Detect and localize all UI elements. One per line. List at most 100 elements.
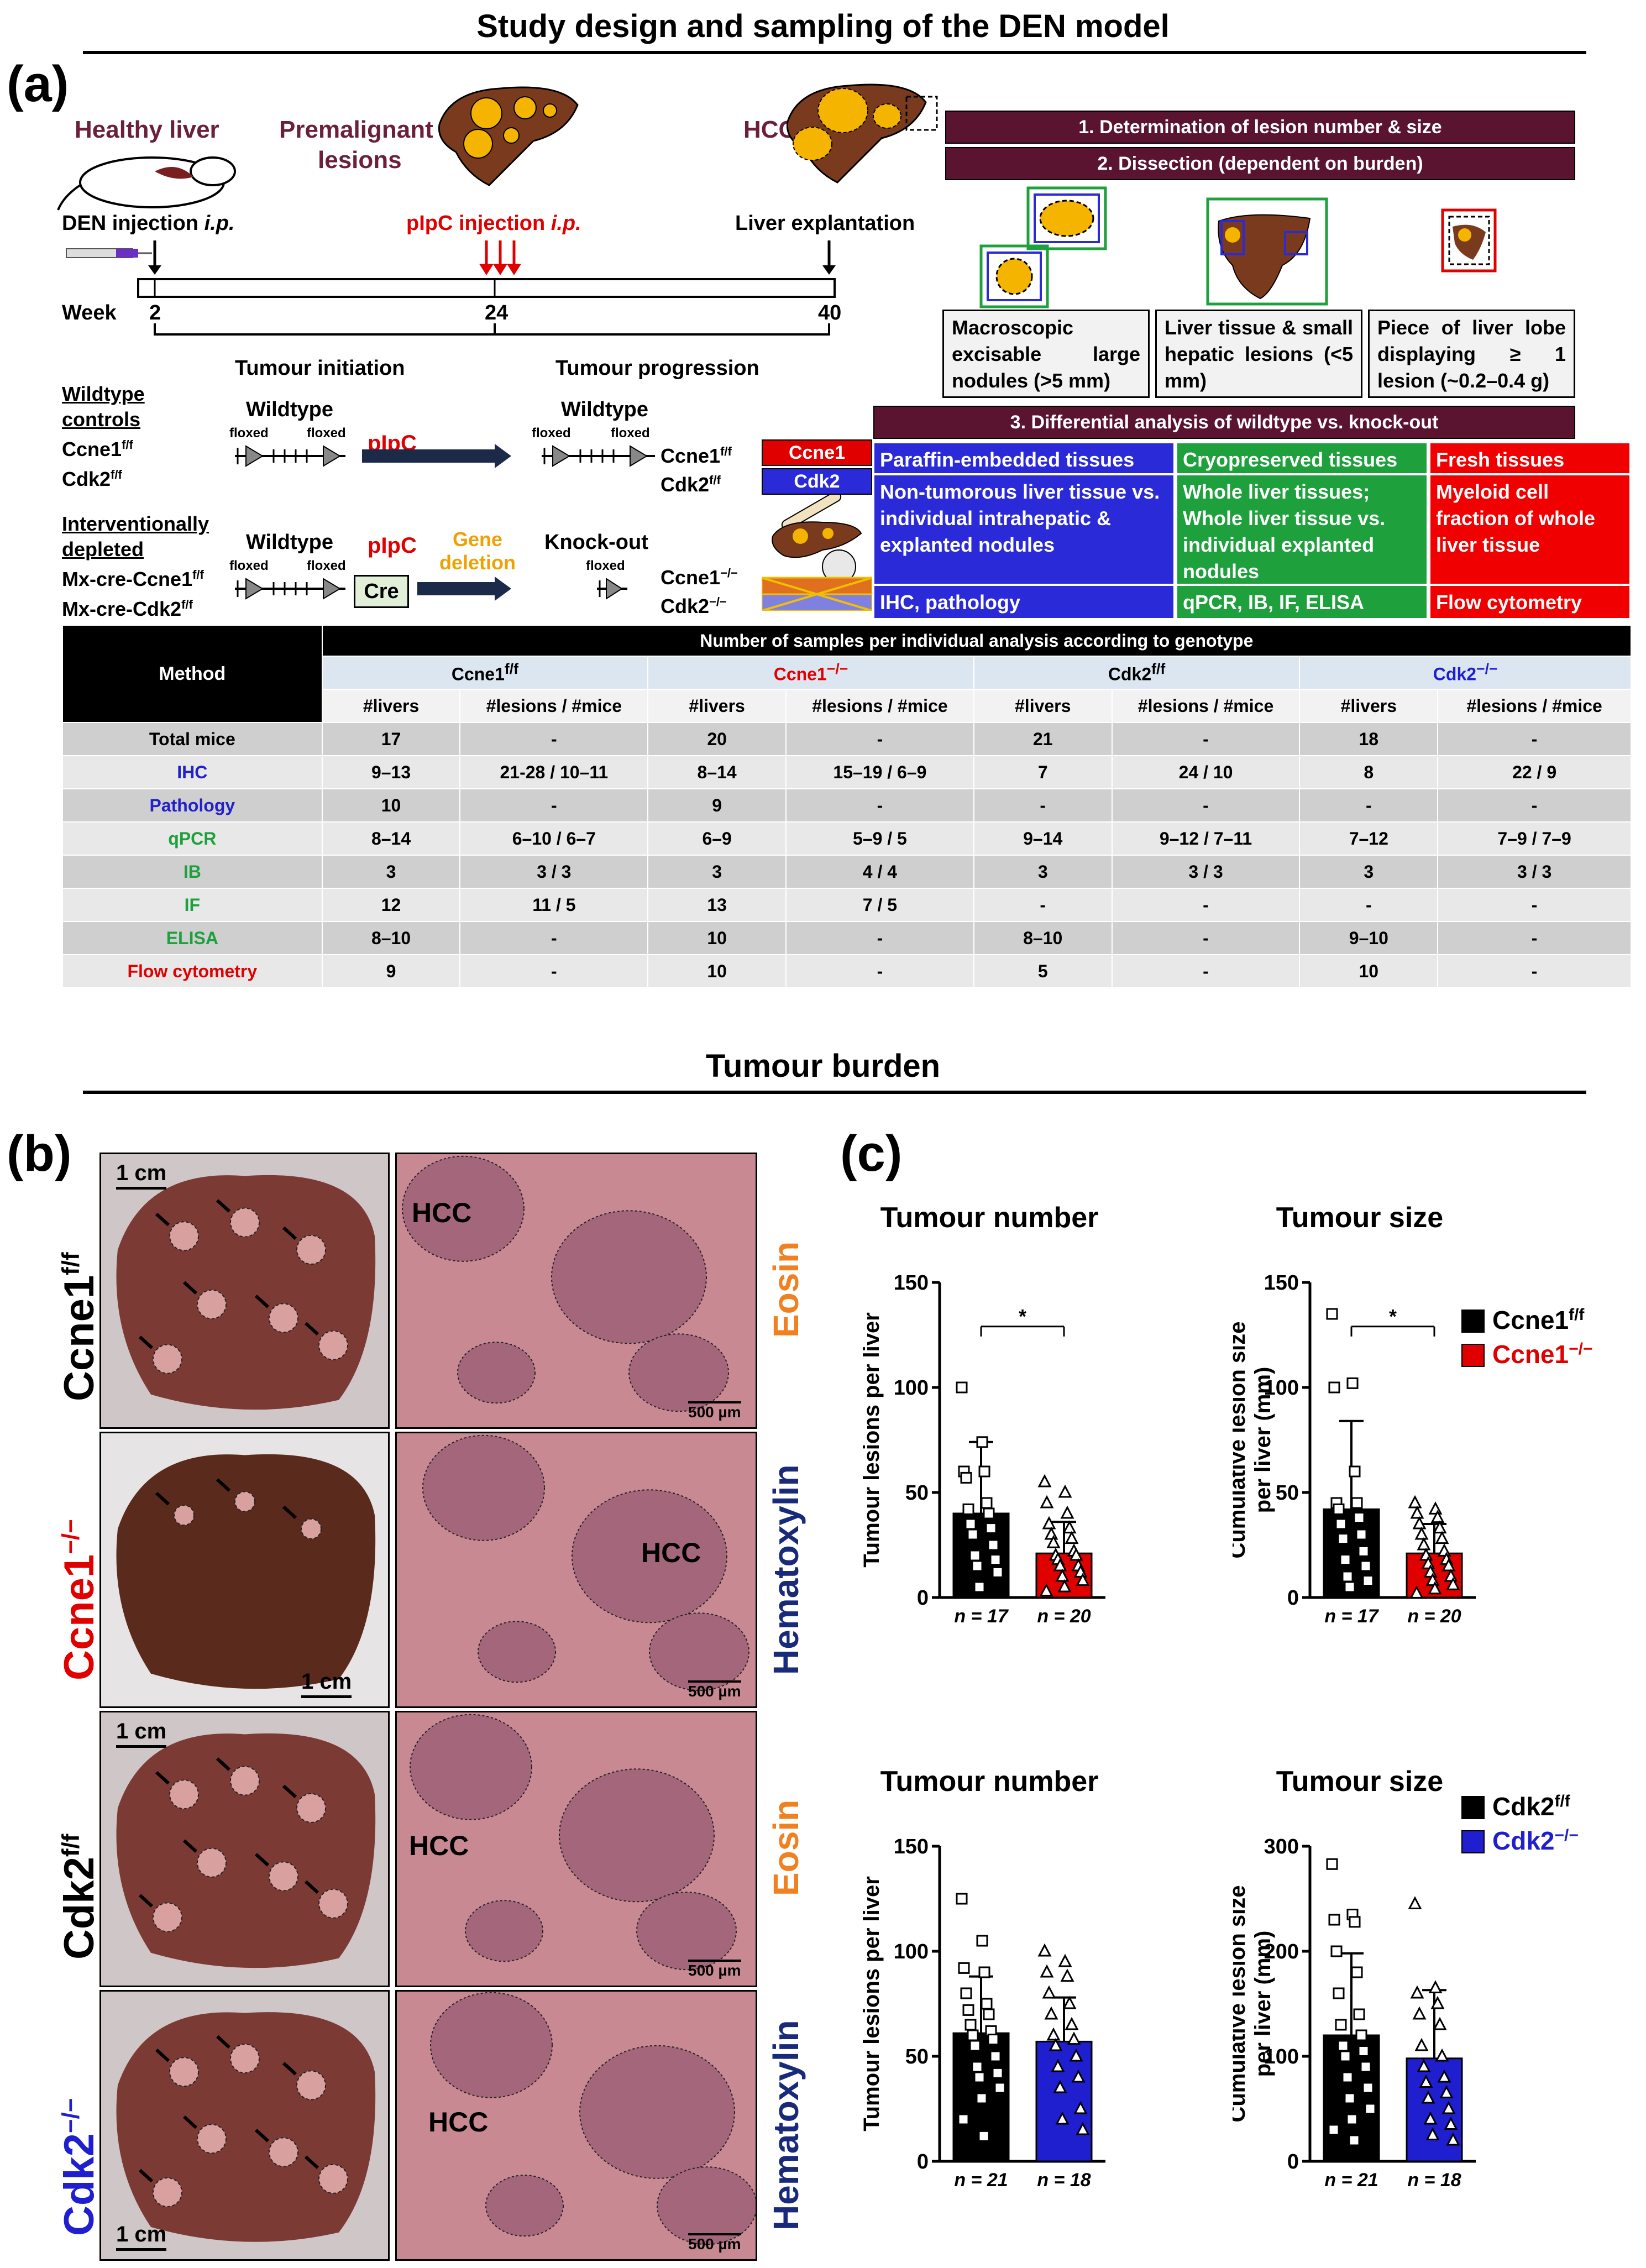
table-cell: 10 (647, 954, 787, 988)
data-point (1441, 2101, 1456, 2114)
table-cell: - (1111, 921, 1301, 955)
data-point (1335, 1518, 1347, 1530)
table-row: ELISA 8–10-10-8–10-9–10- (62, 921, 1632, 955)
chart-svg: Tumour size 0 50 100 150 Cumulative lesion si… (1225, 1202, 1592, 1627)
data-point (1037, 1943, 1052, 1957)
histology-image (395, 1432, 757, 1708)
interventional-label: Interventionally depleted Mx-cre-Ccne1f/… (62, 511, 209, 622)
stain-label: Eosin (766, 1799, 806, 1896)
table-cell: 20 (647, 722, 787, 756)
data-point (1049, 2037, 1063, 2051)
data-point (1065, 1531, 1079, 1544)
wt-right-ccne1: Ccne1f/f (661, 439, 732, 468)
chart-svg: Tumour size 0 100 200 300 Cumulative lesion s… (1225, 1766, 1579, 2191)
table-cell: 10 (647, 921, 787, 955)
data-point (1326, 1308, 1338, 1320)
data-point (1433, 2016, 1447, 2030)
data-point (1435, 1531, 1449, 1544)
scale-bar-500um: 500 µm (688, 1680, 741, 1700)
wt-label-left-1: Wildtype (246, 398, 333, 421)
data-point (981, 1998, 993, 2010)
data-point (1328, 1914, 1340, 1926)
tumour-nodule (153, 1902, 182, 1932)
liver-photo (99, 1153, 390, 1429)
data-point (1062, 1995, 1077, 2009)
histology-image (395, 1711, 757, 1987)
genotype-name: Ccne1 (56, 1554, 103, 1680)
mx-ccne1-sup: f/f (192, 568, 204, 582)
chart-title: Tumour size (1276, 1766, 1443, 1798)
y-axis-label: Cumulative lesion sizeper liver (mm) (1233, 1321, 1275, 1558)
blue-head: Paraffin-embedded tissues (873, 442, 1175, 474)
table-cell: 8–14 (321, 821, 461, 856)
table-row-label: IHC (62, 755, 323, 789)
table-cell: 5–9 / 5 (785, 821, 974, 856)
genotype-name: Cdk2 (56, 1857, 103, 1960)
legend-swatch (1461, 1344, 1485, 1367)
table-cell: 8–10 (973, 921, 1113, 955)
data-point (969, 1549, 981, 1562)
histology-image (395, 1990, 757, 2261)
tumour-initiation-label: Tumour initiation (235, 357, 405, 380)
data-point (985, 1522, 997, 1534)
den-injection-label: DEN injection i.p. (62, 212, 234, 235)
tumour-region (410, 1714, 532, 1820)
tumour-region (551, 1210, 707, 1344)
arrow-icon (282, 2062, 297, 2076)
data-point (1408, 1896, 1422, 1909)
table-cell: 7–9 / 7–9 (1437, 821, 1632, 856)
liver-photo (99, 1711, 390, 1987)
data-point (973, 1581, 985, 1593)
table-cell: 10 (321, 788, 461, 823)
tumour-nodule (234, 1491, 255, 1512)
data-point (1430, 1995, 1445, 2009)
data-point (964, 2019, 977, 2031)
premalignant-label-2: lesions (318, 146, 402, 174)
table-row: Pathology 10-9- - - - - (62, 788, 1632, 823)
data-point (967, 2029, 979, 2041)
table-cell: 3 (1299, 855, 1439, 889)
table-cell: - (1437, 722, 1632, 756)
data-point (971, 2061, 983, 2073)
data-point (1333, 1987, 1345, 1999)
floxed-1b: floxed (307, 426, 346, 441)
liver-explantation-label: Liver explantation (735, 212, 915, 235)
interv-line1: Interventionally (62, 512, 209, 535)
week-tick-24: 24 (485, 301, 509, 324)
data-point (1060, 1968, 1074, 1982)
data-point (1425, 2127, 1440, 2140)
category-label: n = 18 (1407, 2170, 1461, 2191)
wt-ccne1-sup: f/f (122, 438, 133, 452)
table-subhead: #lesions / #mice (1111, 689, 1301, 723)
data-point (981, 1497, 993, 1509)
wt-genotype-right: Ccne1f/f Cdk2f/f (661, 439, 732, 497)
category-label: n = 17 (1324, 1606, 1379, 1627)
data-point (1335, 2019, 1347, 2031)
data-point (1044, 1526, 1058, 1540)
tumour-nodule (296, 1234, 326, 1265)
table-cell: 4 / 4 (785, 855, 974, 889)
data-point (983, 2008, 995, 2020)
tumour-nodule (169, 1779, 199, 1810)
data-point (1053, 2080, 1067, 2093)
tumour-region (457, 1342, 536, 1404)
ko-right-cdk2-text: Cdk2 (661, 595, 710, 617)
significance-label: * (1389, 1305, 1397, 1328)
data-point (1441, 1558, 1456, 1572)
table-cell: 3 (321, 855, 461, 889)
mx-cdk2-sup: f/f (181, 598, 193, 611)
tumour-region (465, 1900, 543, 1962)
floxed-1a: floxed (229, 426, 269, 441)
hcc-label: HCC (428, 2107, 489, 2138)
table-cell: - (1111, 888, 1301, 922)
table-cell: 21-28 / 10–11 (459, 755, 649, 789)
samples-table: Method Number of samples per individual … (62, 625, 1632, 988)
data-point (967, 1528, 979, 1541)
chart: Tumour size 0 100 200 300 Cumulative lesion s… (1225, 1763, 1597, 2217)
table-group-2: Cdk2f/f (973, 656, 1301, 690)
data-point (976, 1436, 988, 1448)
floxed-2b: floxed (307, 558, 346, 573)
data-point (994, 2082, 1006, 2094)
tumour-region (636, 1892, 737, 1971)
data-point (1055, 2111, 1070, 2125)
